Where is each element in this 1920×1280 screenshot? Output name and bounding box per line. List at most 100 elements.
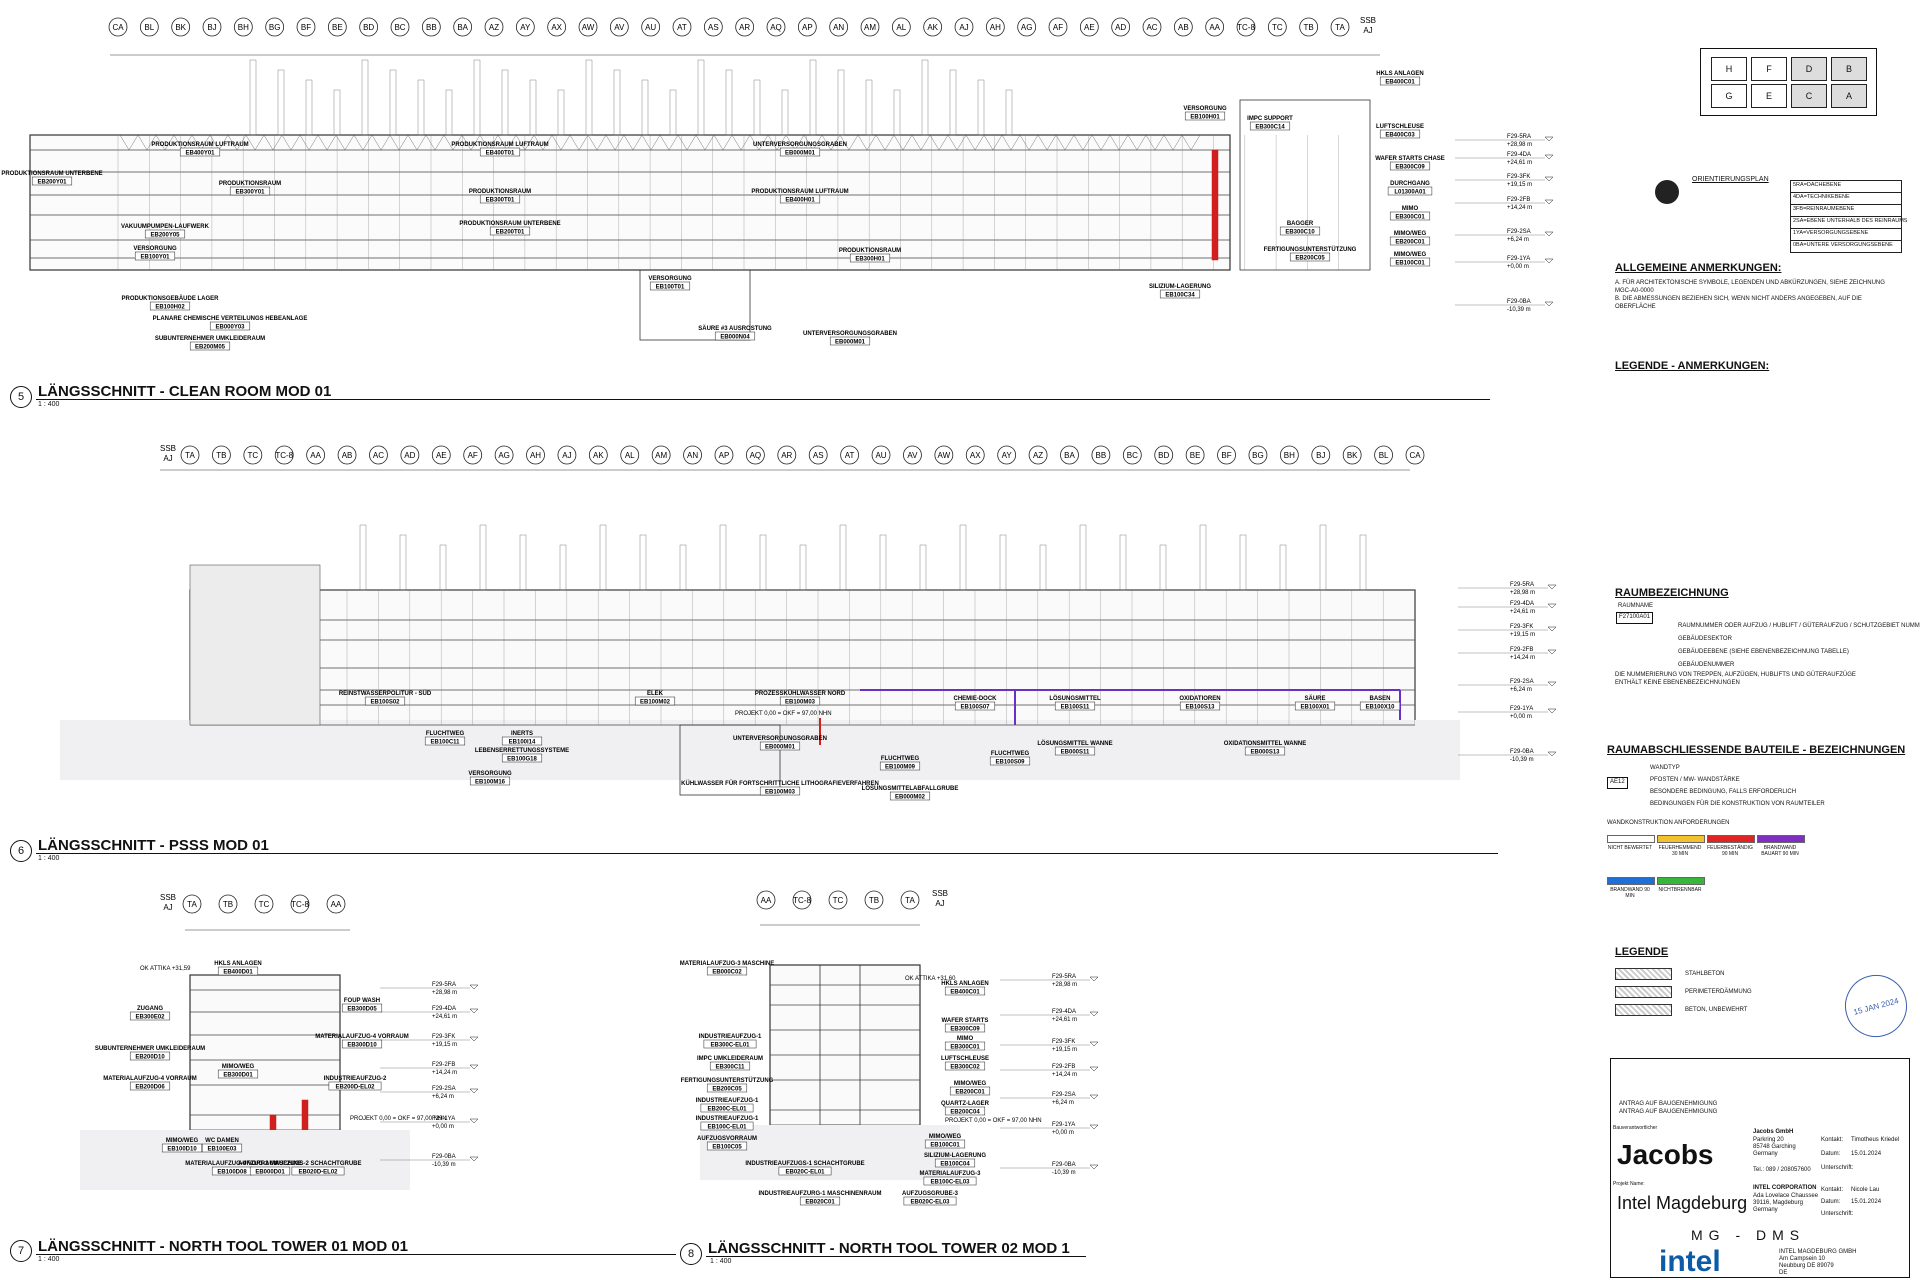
grid-mid-bubble-AA bbox=[306, 445, 326, 465]
s8-level-marker-4 bbox=[1089, 1094, 1099, 1100]
fire-label-2: FEUERBESTÄNDIG 90 MIN bbox=[1707, 845, 1753, 858]
s6-level-name-3: F29-2FB bbox=[1510, 647, 1533, 653]
s8-room-name-5: MIMO bbox=[957, 1036, 974, 1042]
section-8-number: 8 bbox=[680, 1243, 702, 1265]
s8-level-value-4: +6,24 m bbox=[1052, 1100, 1074, 1106]
s5-truss-a14 bbox=[371, 134, 382, 151]
grid-top-bubble-label-CA: CA bbox=[112, 23, 124, 32]
s6-room-name-4: VERSORGUNG bbox=[468, 771, 512, 777]
s6-room-code-box-5 bbox=[634, 696, 676, 706]
grid-mid-bubble-BF bbox=[1217, 445, 1236, 465]
s5-truss-b53 bbox=[1082, 134, 1093, 151]
s5-truss-a24 bbox=[551, 134, 562, 151]
s5-room-name-10: PRODUKTIONSRAUM LUFTRAUM bbox=[751, 189, 848, 195]
s6-room-code-box-10 bbox=[889, 791, 931, 801]
grid-top-bubble-label-BJ: BJ bbox=[207, 23, 216, 32]
s7-room-code-box-2 bbox=[341, 1003, 383, 1013]
s7-room-code-box-0 bbox=[217, 966, 259, 976]
s6-roof-stack-23 bbox=[1279, 544, 1287, 591]
s5-room-name-11: PRODUKTIONSRAUM bbox=[839, 248, 901, 254]
grid-mid-bubble-label-BL: BL bbox=[1379, 451, 1389, 460]
grid-top-bubble-AB bbox=[1173, 17, 1193, 37]
s5r-room-name-2: WAFER STARTS CHASE bbox=[1375, 156, 1445, 162]
s5-truss-a39 bbox=[821, 134, 832, 151]
s5r-room-code-2: EB300C09 bbox=[1395, 165, 1425, 171]
grid-top-ssb-sub: AJ bbox=[1363, 26, 1372, 35]
project-name: Intel Magdeburg bbox=[1617, 1193, 1748, 1213]
grid-top-bubble-label-BF: BF bbox=[301, 23, 311, 32]
grid-s8-bubble-TC bbox=[828, 890, 848, 910]
s6-room-code-1: EB100C11 bbox=[430, 740, 460, 746]
grid-mid-bubble-AH bbox=[526, 445, 545, 465]
s5-truss-b38 bbox=[812, 134, 823, 151]
s5-room-name-18: PLANARE CHEMISCHE VERTEILUNGS HEBEANLAGE bbox=[153, 316, 308, 322]
s7-room-name-9: WC DAMEN bbox=[205, 1138, 239, 1144]
s5-roof-stack-16 bbox=[697, 59, 705, 136]
wall-item-3: BEDINGUNGEN FÜR DIE KONSTRUKTION VON RAU… bbox=[1650, 801, 1825, 807]
s6-room-name-2: INERTS bbox=[511, 731, 533, 737]
s6-level-value-6: -10,39 m bbox=[1510, 757, 1534, 763]
s5-room-code-6: EB300T01 bbox=[486, 198, 515, 204]
s8-room-code-box-3 bbox=[703, 1039, 757, 1049]
room-note-2: ENTHÄLT KEINE EBENENBEZEICHNUNGEN bbox=[1615, 680, 1740, 686]
s5-fire-wall bbox=[1211, 149, 1219, 261]
grid-mid-bubble-label-BE: BE bbox=[1190, 451, 1201, 460]
date-value-1: 15.01.2024 bbox=[1851, 1151, 1882, 1157]
s7-level-marker-6 bbox=[469, 1156, 479, 1162]
s7-level-value-5: +0,00 m bbox=[432, 1124, 454, 1130]
s6-roof-stack-8 bbox=[679, 544, 687, 591]
s8-room-code-6: EB300C02 bbox=[950, 1065, 980, 1071]
s6-roof-stack-15 bbox=[959, 524, 967, 591]
grid-top-bubble-AD bbox=[1111, 17, 1131, 37]
s8-room-code-0: EB000C02 bbox=[712, 970, 742, 976]
s8-room-code-box-8 bbox=[949, 1086, 991, 1096]
s8-level-name-2: F29-3FK bbox=[1052, 1039, 1075, 1045]
grid-top-bubble-AY bbox=[515, 17, 535, 37]
s5-level-value-1: +24,61 m bbox=[1507, 160, 1532, 166]
s6-trench bbox=[679, 724, 781, 796]
grid-top-bubble-AE bbox=[1079, 17, 1099, 37]
s6-room-code-box-6 bbox=[779, 696, 821, 706]
s5-truss-a56 bbox=[1127, 134, 1138, 151]
s8-room-code-2: EB300C09 bbox=[950, 1027, 980, 1033]
grid-mid-bubble-label-AP: AP bbox=[719, 451, 730, 460]
s8-room-code-box-5 bbox=[944, 1041, 986, 1051]
s5-truss-a11 bbox=[317, 134, 328, 151]
s8-room-code-box-18 bbox=[903, 1196, 957, 1206]
grid-mid-bubble-BC bbox=[1122, 445, 1142, 465]
s7-room-code-box-9 bbox=[201, 1143, 243, 1153]
s5-room-code-18: EB000Y03 bbox=[215, 325, 245, 331]
s8-room-name-8: MIMO/WEG bbox=[954, 1081, 987, 1087]
s5-truss-b6 bbox=[236, 134, 247, 151]
room-item-3: GEBÄUDENUMMER bbox=[1678, 662, 1735, 668]
s7-level-marker-2 bbox=[469, 1036, 479, 1042]
s5-truss-a35 bbox=[749, 134, 760, 151]
fire-swatch-0 bbox=[1607, 835, 1655, 843]
s5-truss-a55 bbox=[1109, 134, 1120, 151]
grid-top-bubble-label-AJ: AJ bbox=[959, 23, 968, 32]
s6-room-name-3: LEBENSERRETTUNGSSYSTEME bbox=[475, 748, 569, 754]
room-item-2: GEBÄUDEEBENE (SIEHE EBENENBEZEICHNUNG TA… bbox=[1678, 649, 1849, 655]
s5-roof-stack-6 bbox=[417, 79, 425, 136]
s7-level-name-6: F29-0BA bbox=[432, 1154, 456, 1160]
s5-truss-a49 bbox=[1001, 134, 1012, 151]
s7-ground bbox=[80, 1130, 410, 1190]
s6-roof-stack-4 bbox=[519, 534, 527, 591]
s5-room-code-3: EB200Y05 bbox=[150, 233, 180, 239]
grid-s8-bubble-label-TA: TA bbox=[905, 896, 915, 905]
s7-room-name-5: MIMO/WEG bbox=[222, 1064, 255, 1070]
orientation-level-0: 5RA=DACHEBENE bbox=[1790, 180, 1902, 193]
s5-truss-b41 bbox=[866, 134, 877, 151]
s8-level-marker-6 bbox=[1089, 1164, 1099, 1170]
key-plan-cell-A: A bbox=[1831, 84, 1867, 108]
s5-room-code-box-0 bbox=[31, 176, 73, 186]
s5-truss-b9 bbox=[290, 134, 301, 151]
s8-room-code-box-2 bbox=[944, 1023, 986, 1033]
grid-top-bubble-AJ bbox=[954, 17, 974, 37]
s5-level-marker-3 bbox=[1544, 199, 1554, 205]
grid-top-bubble-AF bbox=[1048, 17, 1068, 37]
s5-room-code-2: EB300Y01 bbox=[235, 190, 265, 196]
s8-room-code-15: EB020C-EL01 bbox=[785, 1170, 825, 1176]
s6-roof-stack-6 bbox=[599, 524, 607, 591]
s5-truss-b32 bbox=[704, 134, 715, 151]
